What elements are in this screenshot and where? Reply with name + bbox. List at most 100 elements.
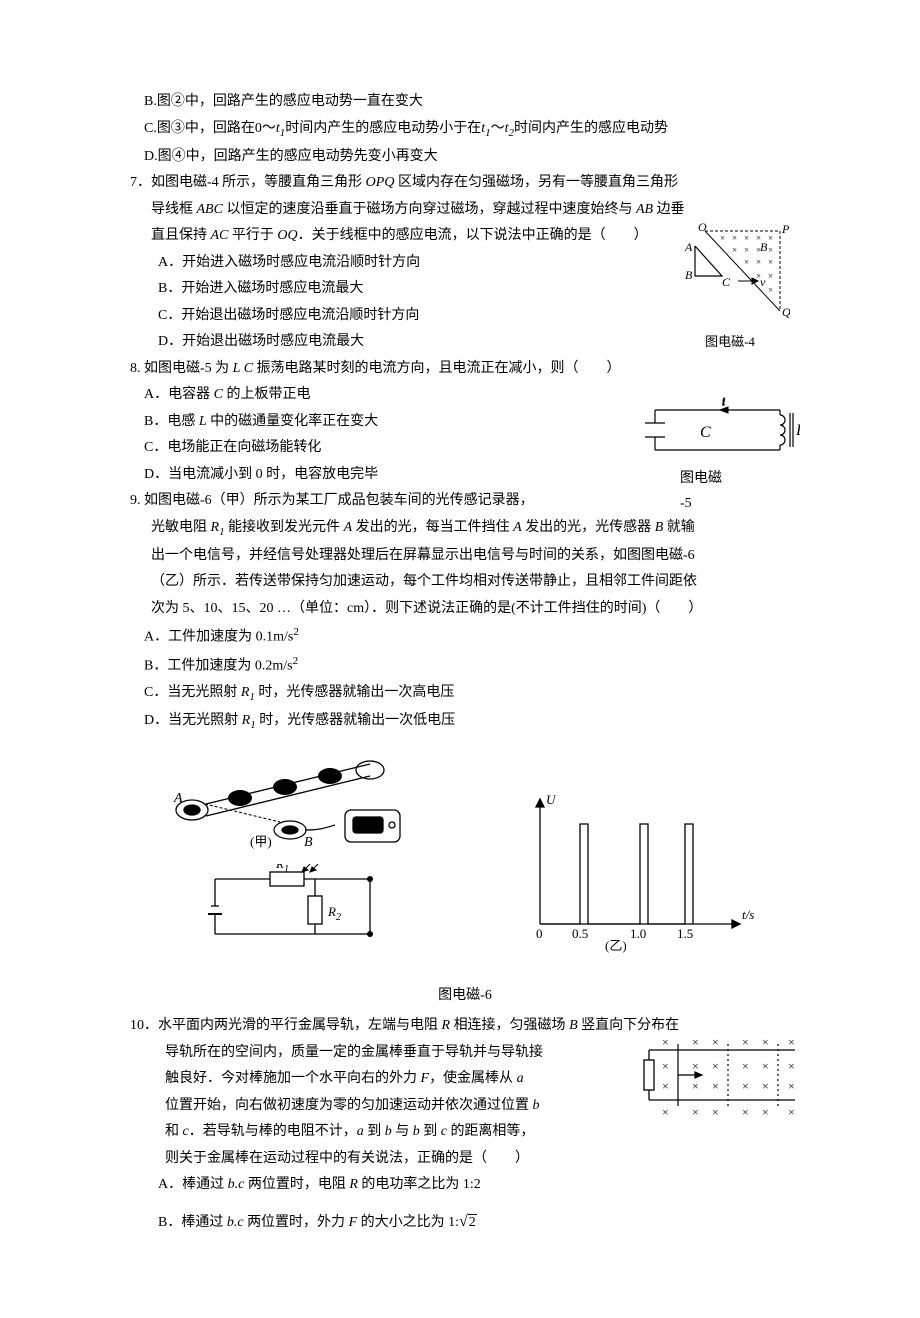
txt: 竖直向下分布在 [578,1018,680,1033]
svg-text:×: × [768,285,773,295]
txt: 导线框 [151,202,197,217]
opq: OPQ [366,175,395,190]
b: B [569,1018,578,1033]
b: b [533,1098,540,1113]
svg-text:×: × [692,1079,699,1093]
txt: 8. 如图电磁-5 为 [130,361,233,376]
txt: 到 [364,1124,385,1139]
svg-text:B: B [685,268,693,282]
f: F [349,1215,358,1230]
l: L [199,414,207,429]
q10-stem-l5: 和 c．若导轨与棒的电阻不计，a 到 b 与 b 到 c 的距离相等， [130,1120,630,1145]
svg-text:×: × [768,233,773,243]
a: A [344,520,353,535]
svg-text:×: × [712,1079,719,1093]
fig7-label: 图电磁-4 [660,331,800,354]
svg-text:O: O [698,221,707,234]
q8-stem: 8. 如图电磁-5 为 L C 振荡电路某时刻的电流方向，且电流正在减小，则（ … [130,357,800,382]
tick-05: 0.5 [572,926,588,941]
txt: 光敏电阻 [151,520,211,535]
tick-10: 1.0 [630,926,646,941]
svg-text:×: × [692,1059,699,1073]
svg-text:R2: R2 [327,904,341,923]
svg-text:×: × [788,1105,795,1119]
label-jia: (甲) [250,834,272,849]
txt: -5 [680,496,692,511]
q9-stem-l4: （乙）所示．若传送带保持匀加速运动，每个工件均相对传送带静止，且相邻工件间距依 [130,570,800,595]
txt: 到 [420,1124,441,1139]
oq: OQ [277,228,297,243]
q7-opt-b: B．开始进入磁场时感应电流最大 [130,277,650,302]
svg-text:×: × [732,233,737,243]
q9-conveyor: A (甲) B [170,750,430,850]
txt: A．电容器 [130,387,214,402]
axis-u: U [546,792,557,807]
ac: AC [211,228,229,243]
svg-text:×: × [744,233,749,243]
prev-opt-d: D.图④中，回路产生的感应电动势先变小再变大 [130,145,800,170]
q7-stem-l1: 7．如图电磁-4 所示，等腰直角三角形 OPQ 区域内存在匀强磁场，另有一等腰直… [130,171,800,196]
svg-text:×: × [692,1035,699,1049]
q8-opt-a: A．电容器 C 的上板带正电 [130,383,620,408]
figure-10: ×××××× ×××××× ×××××× ×××××× [640,1032,800,1120]
svg-text:v: v [760,275,766,289]
label-yi: (乙) [605,938,627,953]
txt: 区域内存在匀强磁场，另有一等腰直角三角形 [394,175,678,190]
svg-text:×: × [788,1035,795,1049]
q10-diagram: ×××××× ×××××× ×××××× ×××××× [640,1032,800,1120]
cap-c: C [700,424,711,441]
r: R [211,520,220,535]
txt: 就输 [663,520,695,535]
q7-diagram: ××××× ×××× ××× ×× × OPQ AB [660,221,790,331]
svg-text:P: P [781,222,790,236]
txt: 两位置时，外力 [244,1215,349,1230]
txt: B．工件加速度为 0.2m/s [130,659,293,674]
svg-text:×: × [768,271,773,281]
svg-text:×: × [762,1035,769,1049]
svg-text:×: × [744,257,749,267]
svg-text:×: × [662,1105,669,1119]
txt: A．棒通过 [130,1177,228,1192]
txt: 边垂 [653,202,685,217]
figure-8: i C L [640,395,800,465]
txt: 的大小之比为 1: [357,1215,459,1230]
txt: 直且保持 [151,228,211,243]
svg-text:×: × [662,1059,669,1073]
prev-opt-b: B.图②中，回路产生的感应电动势一直在变大 [130,90,800,115]
q10-stem-l4: 位置开始，向右做初速度为零的匀加速运动并依次通过位置 b [130,1094,630,1119]
svg-text:×: × [788,1059,795,1073]
c: C [214,387,223,402]
txt: C．当无光照射 [130,685,241,700]
txt: B．棒通过 [130,1215,227,1230]
svg-text:×: × [742,1035,749,1049]
txt: 发出的光，每当工件挡住 [352,520,513,535]
txt: 的电功率之比为 1:2 [358,1177,481,1192]
svg-text:Q: Q [782,305,790,319]
svg-text:×: × [788,1079,795,1093]
txt: 图电磁 [680,471,722,486]
q8-diagram: i C L [640,395,800,465]
txt: 位置开始，向右做初速度为零的匀加速运动并依次通过位置 [165,1098,533,1113]
txt: ．若导轨与棒的电阻不计， [189,1124,357,1139]
q9-opt-c: C．当无光照射 R1 时，光传感器就输出一次高电压 [130,681,800,707]
txt: 时间内产生的感应电动势 [514,121,668,136]
label-b: B [304,835,313,850]
svg-text:×: × [762,1105,769,1119]
svg-text:×: × [768,245,773,255]
q10-opt-b: B．棒通过 b.c 两位置时，外力 F 的大小之比为 1:2 [130,1208,800,1236]
r1: R [275,864,284,871]
txt: D．当无光照射 [130,713,242,728]
svg-text:×: × [768,257,773,267]
svg-text:×: × [720,233,725,243]
prev-opt-c: C.图③中，回路在0～t1时间内产生的感应电动势小于在t1～t2时间内产生的感应… [130,117,800,143]
svg-text:×: × [762,1079,769,1093]
q7-stem-l2: 导线框 ABC 以恒定的速度沿垂直于磁场方向穿过磁场，穿越过程中速度始终与 AB… [130,198,800,223]
axis-t: t/s [742,907,754,922]
abc: ABC [197,202,223,217]
txt: 相连接，匀强磁场 [450,1018,569,1033]
svg-text:R1: R1 [275,864,289,875]
r: R [349,1177,358,1192]
txt: 与 [392,1124,413,1139]
sqrt-icon: 2 [459,1208,477,1236]
tick-15: 1.5 [677,926,693,941]
